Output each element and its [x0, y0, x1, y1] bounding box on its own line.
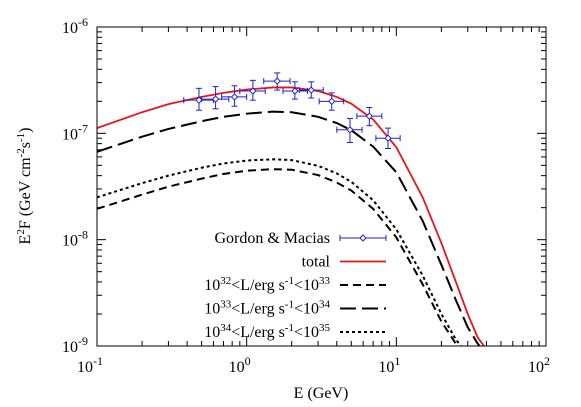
data-point	[356, 106, 383, 127]
point-marker	[307, 86, 315, 94]
legend-label: 1034​<L/erg s-1​<1035​	[204, 322, 330, 341]
point-marker	[291, 87, 299, 95]
x-tick-label: 101	[378, 354, 400, 376]
legend-entry: 1033​<L/erg s-1​<1034​	[204, 299, 386, 318]
point-marker	[365, 112, 374, 120]
data-point	[336, 117, 363, 143]
x-tick-label: 102	[528, 354, 550, 376]
legend-marker	[359, 234, 367, 242]
data-point	[375, 127, 401, 150]
data-point	[221, 85, 248, 107]
legend-entry: total	[302, 254, 386, 271]
y-tick-label: 10-7	[62, 121, 88, 143]
plot-frame	[96, 26, 547, 347]
legend-entry: 1034​<L/erg s-1​<1035​	[204, 322, 386, 341]
point-marker	[346, 126, 354, 134]
series-line-dash	[97, 168, 460, 346]
point-marker	[384, 134, 392, 142]
data-point	[282, 81, 309, 100]
point-marker	[230, 93, 239, 101]
data-point	[239, 79, 266, 101]
legend-label: 1033​<L/erg s-1​<1034​	[204, 299, 330, 318]
x-axis-label: E (GeV)	[294, 385, 349, 402]
legend-entry: Gordon & Macias	[214, 230, 387, 247]
series-line-longdash	[97, 110, 481, 346]
x-tick-label: 100	[229, 354, 251, 376]
point-marker	[328, 97, 336, 106]
x-tick-label: 10-1	[77, 354, 103, 376]
series-line-dot	[97, 158, 462, 346]
legend-label: total	[302, 254, 331, 271]
legend-label: 1032​<L/erg s-1​<1033​	[204, 275, 330, 294]
data-point	[201, 86, 230, 110]
legend-label: Gordon & Macias	[214, 230, 330, 247]
y-tick-label: 10-6	[62, 15, 88, 37]
data-point	[318, 92, 345, 111]
data-point	[298, 81, 324, 99]
legend-entry: 1032​<L/erg s-1​<1033​	[204, 275, 386, 294]
y-axis-label: E2​F (GeV cm-2​s-1​)	[15, 128, 34, 245]
y-tick-label: 10-9	[62, 334, 88, 356]
legend: Gordon & Macias total 1032​<L/erg s-1​<103…	[204, 230, 387, 341]
data-point	[183, 87, 214, 111]
y-tick-label: 10-8	[62, 228, 88, 250]
data-points	[183, 72, 401, 150]
point-marker	[273, 77, 281, 85]
tick-labels: 10-1 100 101 102 10-9 10-8 10-7 10-6	[62, 15, 550, 376]
data-point	[263, 72, 291, 91]
svg-text:E2​F (GeV cm-2​s-1​): E2​F (GeV cm-2​s-1​)	[15, 128, 34, 245]
point-marker	[195, 96, 203, 104]
point-marker	[249, 87, 257, 95]
point-marker	[211, 95, 220, 103]
